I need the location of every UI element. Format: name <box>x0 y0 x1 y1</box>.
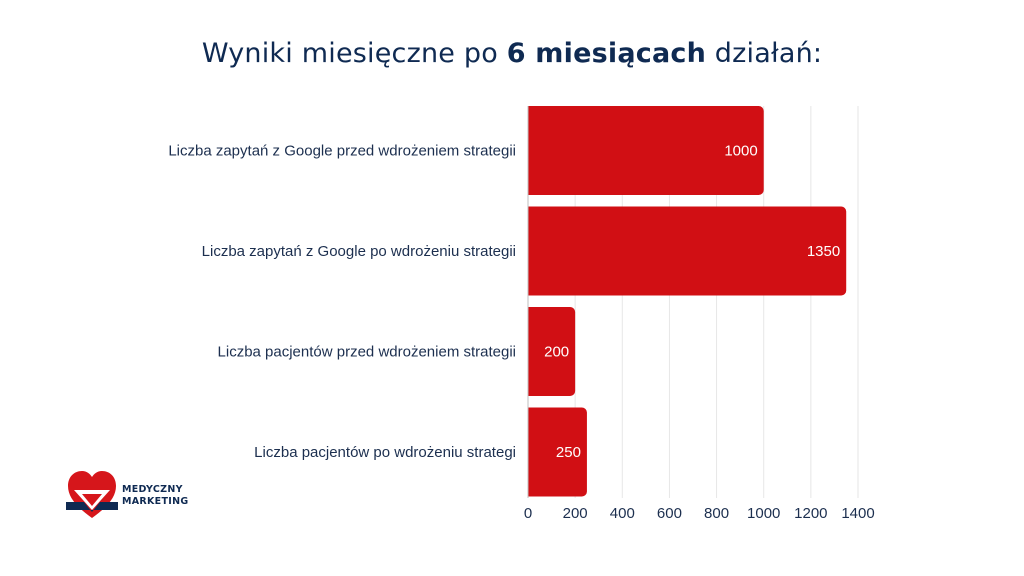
bar-base-1 <box>528 206 536 296</box>
title-part-1: Wyniki miesięczne po <box>201 38 507 69</box>
logo-text: MEDYCZNY MARKETING <box>122 484 188 508</box>
bar-base-2 <box>528 307 536 396</box>
bar-3 <box>528 407 587 497</box>
x-tick-label-5: 1000 <box>747 505 780 522</box>
category-label-3: Liczba pacjentów po wdrożeniu strategi <box>254 444 516 461</box>
x-tick-label-6: 1200 <box>794 505 827 522</box>
x-tick-label-4: 800 <box>704 505 729 522</box>
x-tick-label-2: 400 <box>610 505 635 522</box>
x-tick-label-1: 200 <box>563 505 588 522</box>
logo-line-1: MEDYCZNY <box>122 484 183 495</box>
logo-line-2: MARKETING <box>122 496 189 507</box>
value-label-3: 250 <box>556 444 581 461</box>
title-part-2: działań: <box>706 38 823 69</box>
chart-title: Wyniki miesięczne po 6 miesiącach działa… <box>0 38 1024 69</box>
category-label-0: Liczba zapytań z Google przed wdrożeniem… <box>168 143 516 160</box>
logo: MEDYCZNY MARKETING <box>64 468 204 520</box>
x-tick-label-0: 0 <box>524 505 532 522</box>
heart-logo-icon <box>66 471 118 518</box>
x-tick-label-7: 1400 <box>841 505 874 522</box>
bar-0 <box>528 106 764 195</box>
x-tick-label-3: 600 <box>657 505 682 522</box>
bar-2 <box>528 307 576 396</box>
bar-1 <box>528 206 847 296</box>
bar-base-3 <box>528 407 536 497</box>
bar-base-0 <box>528 106 536 195</box>
value-label-0: 1000 <box>724 143 757 160</box>
category-label-2: Liczba pacjentów przed wdrożeniem strate… <box>218 344 516 361</box>
title-bold: 6 miesiącach <box>506 38 707 69</box>
category-label-1: Liczba zapytań z Google po wdrożeniu str… <box>202 243 516 260</box>
value-label-1: 1350 <box>807 243 840 260</box>
value-label-2: 200 <box>544 344 569 361</box>
